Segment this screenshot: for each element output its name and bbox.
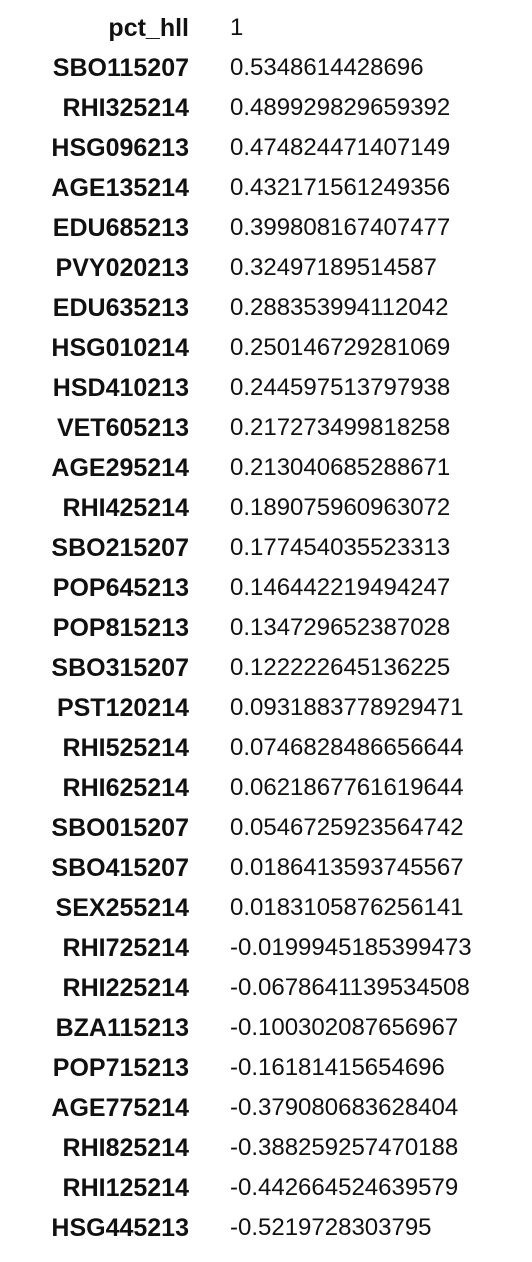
- row-label: HSD410213: [52, 373, 189, 402]
- row-label: BZA115213: [55, 1013, 189, 1042]
- row-value: -0.100302087656967: [230, 1014, 459, 1041]
- table-row: RHI125214 -0.442664524639579: [0, 1168, 532, 1208]
- table-row: PST120214 0.0931883778929471: [0, 688, 532, 728]
- row-value: 0.250146729281069: [230, 334, 451, 361]
- row-value: 0.5348614428696: [230, 54, 424, 81]
- table-row: RHI825214 -0.388259257470188: [0, 1128, 532, 1168]
- table-row: HSG010214 0.250146729281069: [0, 328, 532, 368]
- row-value: 0.0546725923564742: [230, 814, 464, 841]
- table-row: HSD410213 0.244597513797938: [0, 368, 532, 408]
- row-value: 0.0186413593745567: [230, 854, 464, 881]
- row-value: 0.134729652387028: [230, 614, 451, 641]
- row-value: 0.32497189514587: [230, 254, 437, 281]
- row-value: 0.0931883778929471: [230, 694, 464, 721]
- row-label: HSG445213: [51, 1213, 189, 1242]
- row-label: VET605213: [56, 413, 189, 442]
- row-label: AGE775214: [51, 1093, 189, 1122]
- row-value: -0.16181415654696: [230, 1054, 445, 1081]
- table-row: POP645213 0.146442219494247: [0, 568, 532, 608]
- row-value: -0.442664524639579: [230, 1174, 459, 1201]
- row-label: RHI725214: [62, 933, 189, 962]
- row-value: 0.399808167407477: [230, 214, 451, 241]
- table-row: RHI525214 0.0746828486656644: [0, 728, 532, 768]
- row-value: 0.0621867761619644: [230, 774, 464, 801]
- row-label: SBO315207: [51, 653, 189, 682]
- table-row: PVY020213 0.32497189514587: [0, 248, 532, 288]
- table-row: POP815213 0.134729652387028: [0, 608, 532, 648]
- table-row: RHI225214 -0.0678641139534508: [0, 968, 532, 1008]
- row-value: 0.432171561249356: [230, 174, 451, 201]
- table-row: HSG445213 -0.5219728303795: [0, 1208, 532, 1248]
- row-label: RHI525214: [62, 733, 189, 762]
- row-value: 1: [230, 14, 244, 41]
- row-value: -0.5219728303795: [230, 1214, 432, 1241]
- table-row: POP715213 -0.16181415654696: [0, 1048, 532, 1088]
- row-label: POP715213: [52, 1053, 189, 1082]
- row-label: EDU635213: [52, 293, 189, 322]
- row-label: RHI225214: [62, 973, 189, 1002]
- correlation-table: pct_hll 1 SBO115207 0.5348614428696 RHI32521…: [0, 8, 532, 1248]
- row-value: -0.388259257470188: [230, 1134, 459, 1161]
- row-value: 0.122222645136225: [230, 654, 451, 681]
- table-row: AGE775214 -0.379080683628404: [0, 1088, 532, 1128]
- row-label: AGE135214: [51, 173, 189, 202]
- row-value: 0.0183105876256141: [230, 894, 464, 921]
- table-row: AGE135214 0.432171561249356: [0, 168, 532, 208]
- row-value: 0.474824471407149: [230, 134, 451, 161]
- row-label: HSG096213: [51, 133, 189, 162]
- row-label: PVY020213: [55, 253, 189, 282]
- row-label: SBO115207: [52, 53, 189, 82]
- table-row: EDU685213 0.399808167407477: [0, 208, 532, 248]
- row-label: AGE295214: [51, 453, 189, 482]
- table-row: AGE295214 0.213040685288671: [0, 448, 532, 488]
- row-value: -0.0199945185399473: [230, 934, 472, 961]
- row-label: EDU685213: [52, 213, 189, 242]
- table-row: SBO215207 0.177454035523313: [0, 528, 532, 568]
- table-row: VET605213 0.217273499818258: [0, 408, 532, 448]
- row-label: pct_hll: [108, 13, 189, 42]
- row-label: SEX255214: [55, 893, 189, 922]
- row-label: SBO415207: [51, 853, 189, 882]
- row-label: RHI825214: [62, 1133, 189, 1162]
- row-label: HSG010214: [51, 333, 189, 362]
- table-row: BZA115213 -0.100302087656967: [0, 1008, 532, 1048]
- row-value: 0.177454035523313: [230, 534, 451, 561]
- table-row: SBO015207 0.0546725923564742: [0, 808, 532, 848]
- row-label: POP645213: [52, 573, 189, 602]
- table-row: RHI625214 0.0621867761619644: [0, 768, 532, 808]
- table-row: pct_hll 1: [0, 8, 532, 48]
- table-row: HSG096213 0.474824471407149: [0, 128, 532, 168]
- row-value: 0.244597513797938: [230, 374, 451, 401]
- table-row: RHI425214 0.189075960963072: [0, 488, 532, 528]
- table-row: SBO115207 0.5348614428696: [0, 48, 532, 88]
- row-value: 0.0746828486656644: [230, 734, 464, 761]
- row-label: RHI625214: [62, 773, 189, 802]
- row-label: RHI325214: [62, 93, 189, 122]
- row-value: 0.213040685288671: [230, 454, 451, 481]
- table-row: SBO315207 0.122222645136225: [0, 648, 532, 688]
- row-value: 0.288353994112042: [230, 294, 449, 321]
- table-row: SBO415207 0.0186413593745567: [0, 848, 532, 888]
- table-row: RHI725214 -0.0199945185399473: [0, 928, 532, 968]
- row-value: -0.0678641139534508: [230, 974, 470, 1001]
- row-value: 0.189075960963072: [230, 494, 451, 521]
- row-label: POP815213: [52, 613, 189, 642]
- row-value: 0.489929829659392: [230, 94, 451, 121]
- row-label: SBO215207: [51, 533, 189, 562]
- row-value: 0.146442219494247: [230, 574, 451, 601]
- row-label: RHI425214: [62, 493, 189, 522]
- row-value: -0.379080683628404: [230, 1094, 459, 1121]
- row-label: SBO015207: [51, 813, 189, 842]
- table-row: SEX255214 0.0183105876256141: [0, 888, 532, 928]
- row-value: 0.217273499818258: [230, 414, 451, 441]
- table-row: RHI325214 0.489929829659392: [0, 88, 532, 128]
- row-label: RHI125214: [62, 1173, 189, 1202]
- table-row: EDU635213 0.288353994112042: [0, 288, 532, 328]
- row-label: PST120214: [56, 693, 189, 722]
